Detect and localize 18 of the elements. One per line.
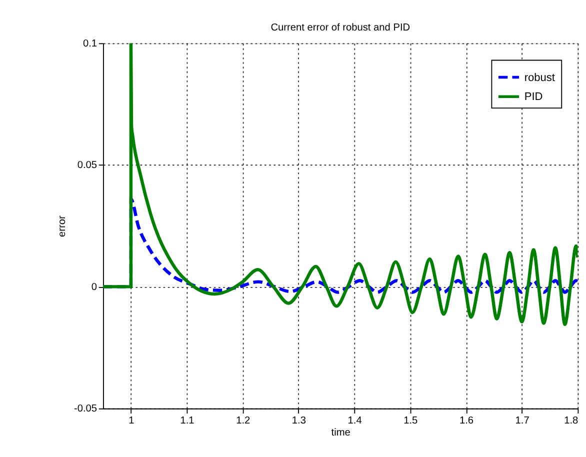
legend-label: robust — [524, 72, 555, 84]
legend-label: PID — [524, 91, 543, 104]
x-tick-label: 1.5 — [404, 416, 418, 427]
y-tick-label: 0.05 — [77, 160, 98, 172]
x-tick-label: 1.2 — [236, 416, 251, 427]
y-tick-label: 0 — [91, 282, 98, 293]
chart-title: Current error of robust and PID — [270, 22, 410, 34]
x-tick-label: 1.6 — [459, 416, 474, 427]
x-tick-label: 1.8 — [564, 416, 579, 427]
x-tick-label: 1 — [128, 416, 135, 427]
x-axis-title: time — [331, 428, 351, 439]
y-tick-label: 0.1 — [82, 38, 98, 50]
x-tick-label: 1.4 — [348, 416, 362, 427]
x-tick-label: 1.3 — [292, 416, 306, 427]
y-axis-title: error — [56, 214, 68, 237]
y-tick-label: -0.05 — [74, 404, 98, 415]
x-tick-label: 1.1 — [180, 416, 195, 427]
x-tick-label: 1.7 — [515, 416, 530, 427]
